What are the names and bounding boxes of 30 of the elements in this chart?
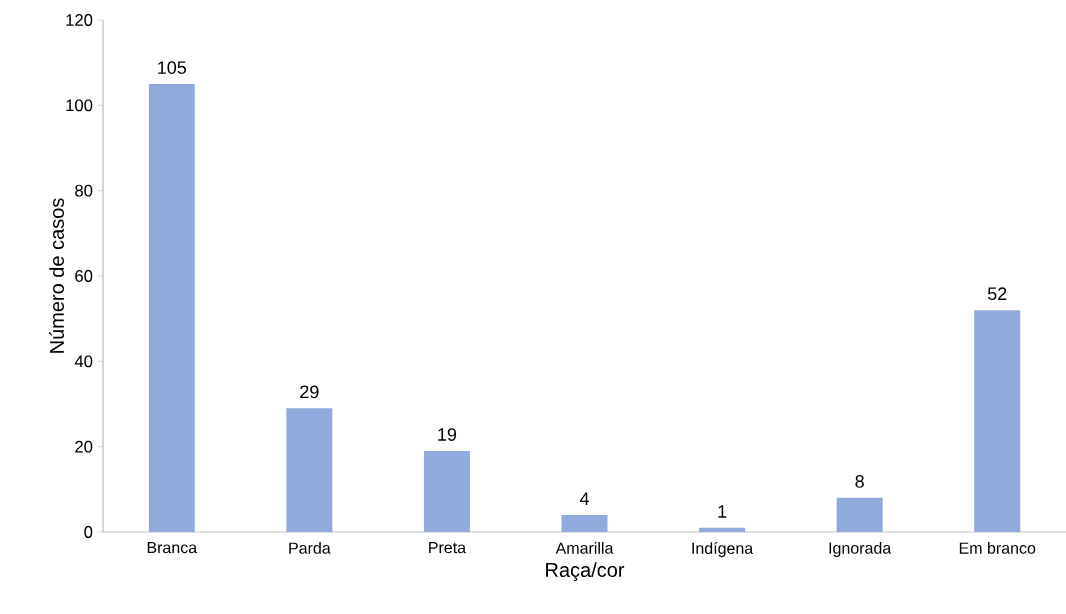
- x-tick-label: Indígena: [692, 542, 754, 558]
- bar: [836, 497, 883, 532]
- data-label: 4: [579, 492, 589, 505]
- data-label: 19: [438, 428, 457, 441]
- y-axis-title: Número de casos: [49, 198, 64, 353]
- y-tick-label: 60: [75, 270, 93, 282]
- data-label: 8: [855, 475, 864, 488]
- y-tick-label: 120: [66, 14, 93, 26]
- x-tick-label: Em branco: [959, 542, 1036, 554]
- bar: [286, 408, 333, 532]
- y-tick-label: 20: [75, 440, 93, 453]
- data-label: 105: [158, 61, 187, 74]
- x-tick-label: Branca: [147, 542, 198, 554]
- y-tick-label: 40: [74, 355, 93, 368]
- y-tick-label: 100: [66, 99, 93, 112]
- bar: [423, 450, 470, 532]
- bar: [974, 310, 1021, 532]
- bar: [699, 527, 746, 532]
- x-tick-label: Amarilla: [555, 542, 614, 554]
- x-tick-label: Parda: [289, 542, 331, 554]
- bar: [148, 84, 195, 532]
- y-tick-label: 0: [84, 526, 93, 538]
- x-tick-label: Ignorada: [829, 542, 892, 557]
- x-tick-label: Preta: [429, 542, 467, 554]
- bar: [561, 514, 608, 532]
- data-label: 52: [987, 287, 1007, 301]
- data-label: 29: [300, 385, 319, 399]
- data-label: 1: [718, 505, 727, 518]
- y-tick-label: 80: [75, 184, 93, 197]
- x-axis-title: Raça/cor: [546, 562, 625, 582]
